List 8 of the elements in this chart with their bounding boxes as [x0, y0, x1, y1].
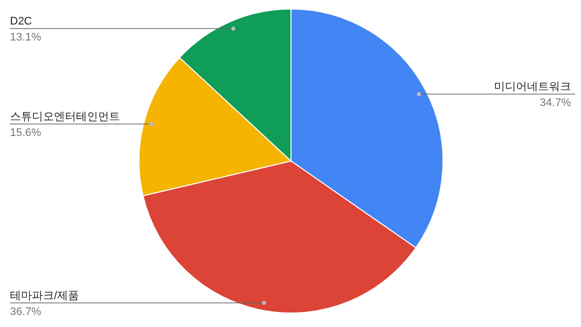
slice-label: 미디어네트워크	[494, 81, 571, 94]
slice-label: 테마파크/제품	[10, 290, 80, 302]
data-label: 13.1%	[10, 32, 42, 44]
slice-label: D2C	[10, 16, 32, 28]
slice-label: 스튜디오엔터테인먼트	[10, 111, 120, 124]
data-label: 36.7%	[10, 306, 42, 318]
data-label: 34.7%	[540, 97, 572, 110]
data-label: 15.6%	[10, 127, 42, 140]
